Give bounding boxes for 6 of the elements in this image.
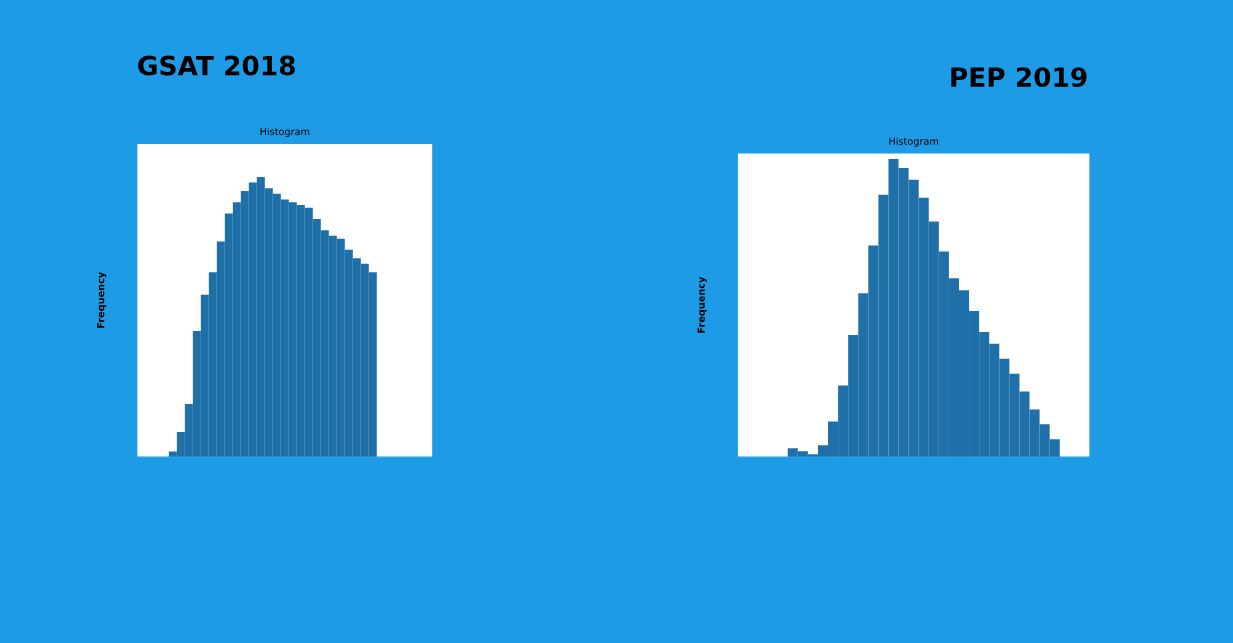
y-axis-title: Frequency — [97, 272, 107, 328]
y-axis-title: Frequency — [697, 276, 707, 333]
chart-subtitle: Histogram — [260, 127, 310, 138]
chart-title: GSAT 2018 — [138, 55, 295, 76]
chart-title: PEP 2019 — [951, 67, 1087, 88]
chart-subtitle: Histogram — [889, 137, 939, 147]
